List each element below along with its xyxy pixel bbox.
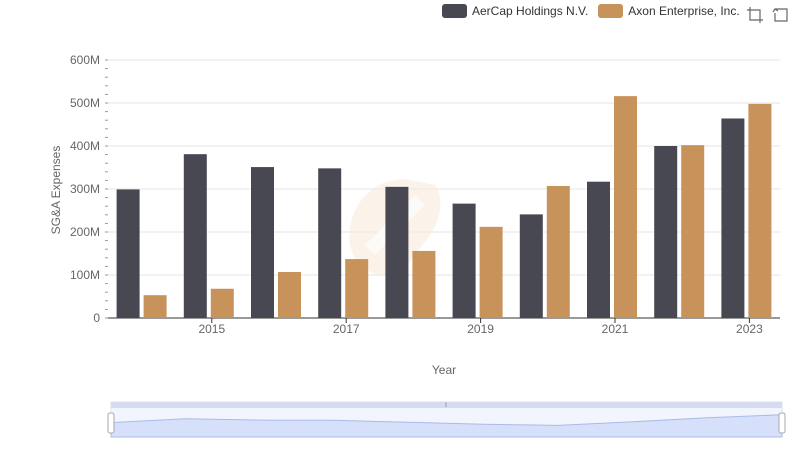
bar-aercap-2021[interactable] <box>587 181 610 318</box>
y-tick-label: 100M <box>70 268 100 282</box>
bar-aercap-2023[interactable] <box>721 118 745 318</box>
y-tick-label: 300M <box>70 182 100 196</box>
bar-aercap-2018[interactable] <box>385 186 409 318</box>
x-tick-label: 2017 <box>333 322 360 336</box>
bar-axon-2017[interactable] <box>345 259 369 318</box>
bars-group <box>116 96 772 319</box>
bar-axon-2018[interactable] <box>412 250 436 318</box>
bar-aercap-2014[interactable] <box>116 189 140 318</box>
legend-item-axon[interactable]: Axon Enterprise, Inc. <box>598 4 740 18</box>
bar-axon-2022[interactable] <box>681 145 705 318</box>
bar-axon-2020[interactable] <box>546 185 570 318</box>
bar-axon-2014[interactable] <box>143 295 167 318</box>
y-tick-label: 200M <box>70 225 100 239</box>
bar-aercap-2019[interactable] <box>452 203 476 318</box>
zoom-slider[interactable]: ⦀ <box>107 401 786 438</box>
legend-label-axon: Axon Enterprise, Inc. <box>628 4 740 18</box>
legend-item-aercap[interactable]: AerCap Holdings N.V. <box>442 4 588 18</box>
legend: AerCap Holdings N.V. Axon Enterprise, In… <box>442 4 750 18</box>
bar-axon-2023[interactable] <box>748 103 772 318</box>
axes: 0 100M 200M 300M 400M 500M 600M 2015 2017 2019 202… <box>70 53 763 336</box>
bar-aercap-2020[interactable] <box>519 214 543 318</box>
y-tick-label: 400M <box>70 139 100 153</box>
bar-aercap-2016[interactable] <box>251 167 274 318</box>
zoom-reset-icon[interactable] <box>772 6 790 24</box>
grid-lines <box>108 59 780 319</box>
zoom-slider-preview-area <box>110 414 783 438</box>
bar-axon-2016[interactable] <box>278 271 301 318</box>
bar-axon-2015[interactable] <box>210 288 234 318</box>
x-tick-label: 2019 <box>467 322 494 336</box>
y-tick-label: 600M <box>70 53 100 67</box>
legend-label-aercap: AerCap Holdings N.V. <box>472 4 589 18</box>
zoom-slider-top-bar[interactable] <box>111 402 782 408</box>
y-axis-label: SG&A Expenses <box>49 146 63 235</box>
legend-swatch-axon <box>598 4 624 18</box>
zoom-slider-grip-icon[interactable]: ⦀ <box>445 402 448 409</box>
chart-toolbar <box>746 6 790 24</box>
zoom-select-icon[interactable] <box>746 6 764 24</box>
x-axis-label: Year <box>432 363 456 377</box>
zoom-slider-left-handle[interactable] <box>107 412 115 434</box>
bar-aercap-2015[interactable] <box>183 154 207 318</box>
x-tick-label: 2015 <box>198 322 225 336</box>
bar-aercap-2022[interactable] <box>654 146 678 318</box>
zoom-slider-right-handle[interactable] <box>778 412 786 434</box>
bar-aercap-2017[interactable] <box>318 168 342 318</box>
y-tick-label: 0 <box>93 311 100 325</box>
bar-axon-2021[interactable] <box>614 96 637 319</box>
x-tick-label: 2021 <box>602 322 629 336</box>
legend-swatch-aercap <box>442 4 467 18</box>
bar-axon-2019[interactable] <box>479 226 503 318</box>
y-tick-label: 500M <box>70 96 100 110</box>
x-tick-label: 2023 <box>736 322 763 336</box>
